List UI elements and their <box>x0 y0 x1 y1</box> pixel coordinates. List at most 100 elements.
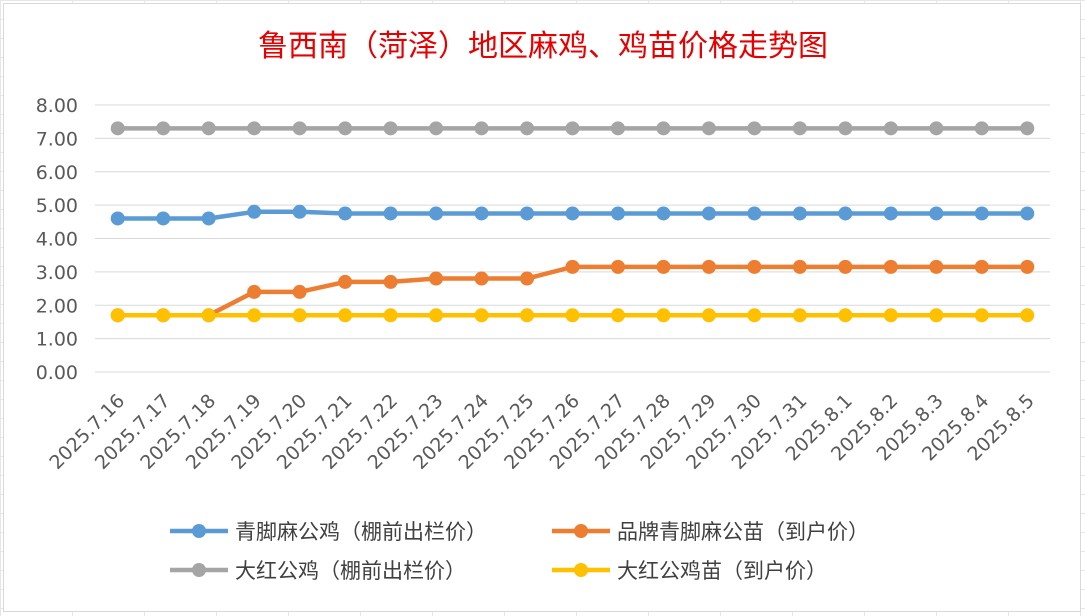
data-point <box>838 206 853 221</box>
data-point <box>701 259 716 274</box>
data-point <box>883 121 898 136</box>
data-point <box>429 206 444 221</box>
data-point <box>110 308 125 323</box>
y-tick-label: 6.00 <box>36 162 78 184</box>
data-point <box>110 211 125 226</box>
y-tick-label: 5.00 <box>36 195 78 217</box>
legend-label: 青脚麻公鸡（棚前出栏价） <box>235 520 487 544</box>
data-point <box>110 121 125 136</box>
data-point <box>474 206 489 221</box>
data-point <box>610 206 625 221</box>
data-point <box>247 308 262 323</box>
data-point <box>565 259 580 274</box>
data-point <box>383 274 398 289</box>
data-point <box>1020 308 1035 323</box>
data-point <box>383 206 398 221</box>
data-point <box>156 308 171 323</box>
data-point <box>429 308 444 323</box>
y-tick-label: 8.00 <box>36 95 78 117</box>
data-point <box>565 308 580 323</box>
data-point <box>747 206 762 221</box>
data-point <box>610 121 625 136</box>
data-point <box>747 259 762 274</box>
data-point <box>792 308 807 323</box>
data-point <box>292 204 307 219</box>
y-tick-label: 0.00 <box>36 362 78 384</box>
y-tick-label: 4.00 <box>36 229 78 251</box>
data-point <box>701 308 716 323</box>
data-point <box>838 259 853 274</box>
data-point <box>883 259 898 274</box>
chart-title: 鲁西南（菏泽）地区麻鸡、鸡苗价格走势图 <box>258 29 828 64</box>
data-point <box>792 206 807 221</box>
data-point <box>474 308 489 323</box>
data-point <box>974 121 989 136</box>
y-tick-label: 2.00 <box>36 295 78 317</box>
legend-item[interactable]: 品牌青脚麻公苗（到户价） <box>552 520 869 544</box>
legend-label: 品牌青脚麻公苗（到户价） <box>617 520 869 544</box>
series-group <box>110 121 1035 323</box>
legend-item[interactable]: 大红公鸡（棚前出栏价） <box>170 559 466 583</box>
data-point <box>338 121 353 136</box>
data-point <box>792 259 807 274</box>
data-point <box>974 206 989 221</box>
legend-swatch-marker <box>192 524 206 538</box>
data-point <box>156 121 171 136</box>
legend-swatch-marker <box>574 524 588 538</box>
data-point <box>1020 206 1035 221</box>
data-point <box>656 121 671 136</box>
data-point <box>338 206 353 221</box>
y-tick-label: 3.00 <box>36 262 78 284</box>
data-point <box>838 308 853 323</box>
data-point <box>929 308 944 323</box>
data-point <box>292 308 307 323</box>
legend-swatch-marker <box>574 563 588 577</box>
data-point <box>610 259 625 274</box>
data-point <box>383 121 398 136</box>
data-point <box>565 121 580 136</box>
data-point <box>520 271 535 286</box>
legend: 青脚麻公鸡（棚前出栏价） 品牌青脚麻公苗（到户价） 大红公鸡（棚前出栏价） 大红公鸡苗… <box>170 520 869 583</box>
data-point <box>156 211 171 226</box>
data-point <box>1020 121 1035 136</box>
data-point <box>292 121 307 136</box>
data-point <box>429 271 444 286</box>
data-point <box>292 284 307 299</box>
data-point <box>520 206 535 221</box>
data-point <box>883 308 898 323</box>
data-point <box>338 274 353 289</box>
data-point <box>929 121 944 136</box>
data-point <box>383 308 398 323</box>
data-point <box>656 259 671 274</box>
data-point <box>520 121 535 136</box>
data-point <box>247 284 262 299</box>
data-point <box>838 121 853 136</box>
data-point <box>656 308 671 323</box>
data-point <box>747 308 762 323</box>
x-axis-ticks: 2025.7.162025.7.172025.7.182025.7.192025… <box>45 390 1038 474</box>
data-point <box>520 308 535 323</box>
legend-item[interactable]: 大红公鸡苗（到户价） <box>552 559 827 583</box>
data-point <box>974 308 989 323</box>
data-point <box>474 271 489 286</box>
data-point <box>929 206 944 221</box>
gridlines <box>95 104 1050 373</box>
legend-label: 大红公鸡（棚前出栏价） <box>235 559 466 583</box>
legend-swatch-marker <box>192 563 206 577</box>
data-point <box>701 121 716 136</box>
data-point <box>201 121 216 136</box>
data-point <box>701 206 716 221</box>
y-tick-label: 7.00 <box>36 128 78 150</box>
data-point <box>929 259 944 274</box>
data-point <box>656 206 671 221</box>
data-point <box>883 206 898 221</box>
data-point <box>201 308 216 323</box>
legend-label: 大红公鸡苗（到户价） <box>617 559 827 583</box>
data-point <box>474 121 489 136</box>
data-point <box>610 308 625 323</box>
legend-item[interactable]: 青脚麻公鸡（棚前出栏价） <box>170 520 487 544</box>
data-point <box>338 308 353 323</box>
data-point <box>974 259 989 274</box>
data-point <box>747 121 762 136</box>
